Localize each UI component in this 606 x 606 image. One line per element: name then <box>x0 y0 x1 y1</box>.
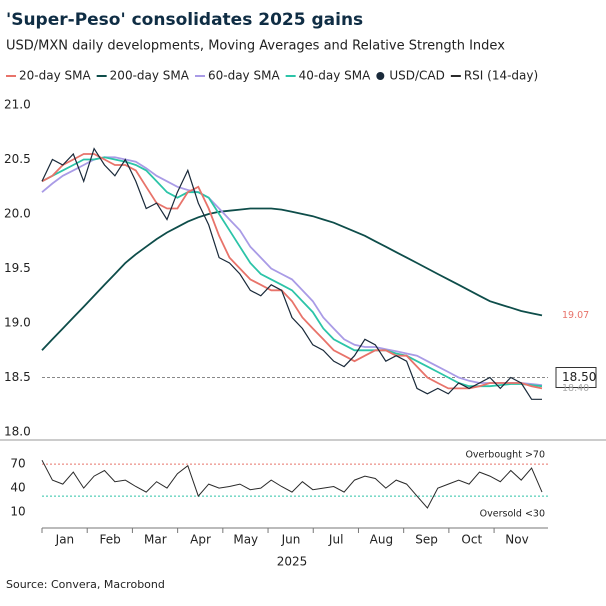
x-tick-label: Feb <box>100 533 121 547</box>
legend-marker <box>376 72 385 80</box>
value-label: 18.40 <box>562 383 589 394</box>
x-tick-label: Oct <box>461 533 482 547</box>
legend-label: 40-day SMA <box>299 69 371 83</box>
y-tick-label: 21.0 <box>4 98 31 112</box>
x-tick-label: Jul <box>328 533 343 547</box>
x-tick-label: Mar <box>144 533 167 547</box>
x-tick-label: Apr <box>190 533 211 547</box>
x-tick-label: Nov <box>505 533 528 547</box>
legend-label: 20-day SMA <box>19 69 91 83</box>
x-tick-label: Jan <box>55 533 75 547</box>
rsi-line <box>41 459 543 509</box>
x-tick-label: May <box>233 533 258 547</box>
oversold-label: Oversold <30 <box>480 509 545 520</box>
x-tick-label: Sep <box>415 533 438 547</box>
y-tick-label: 20.0 <box>4 207 31 221</box>
chart-subtitle: USD/MXN daily developments, Moving Avera… <box>6 39 505 54</box>
y-tick-label: 19.5 <box>4 261 31 275</box>
x-tick-label: Jun <box>281 533 301 547</box>
series-line <box>41 147 542 400</box>
legend-label: USD/CAD <box>389 69 445 83</box>
legend-label: 60-day SMA <box>208 69 280 83</box>
y-tick-label: 40 <box>10 481 25 495</box>
series-line <box>41 207 543 351</box>
chart-title: 'Super-Peso' consolidates 2025 gains <box>6 10 363 30</box>
source: Source: Convera, Macrobond <box>6 578 165 591</box>
x-axis-label: 2025 <box>277 555 308 569</box>
y-tick-label: 18.5 <box>4 370 31 384</box>
legend-label: 200-day SMA <box>110 69 190 83</box>
value-box <box>555 367 597 388</box>
y-tick-label: 19.0 <box>4 316 31 330</box>
y-tick-label: 20.5 <box>4 152 31 166</box>
series-line <box>41 153 543 390</box>
y-tick-label: 18.0 <box>4 425 31 439</box>
value-label: 18.50 <box>562 370 596 384</box>
y-tick-label: 70 <box>10 457 25 471</box>
x-tick-label: Aug <box>370 533 393 547</box>
value-label: 19.07 <box>562 310 589 321</box>
legend-label: RSI (14-day) <box>464 69 538 83</box>
overbought-label: Overbought >70 <box>465 450 545 461</box>
y-tick-label: 10 <box>10 505 25 519</box>
